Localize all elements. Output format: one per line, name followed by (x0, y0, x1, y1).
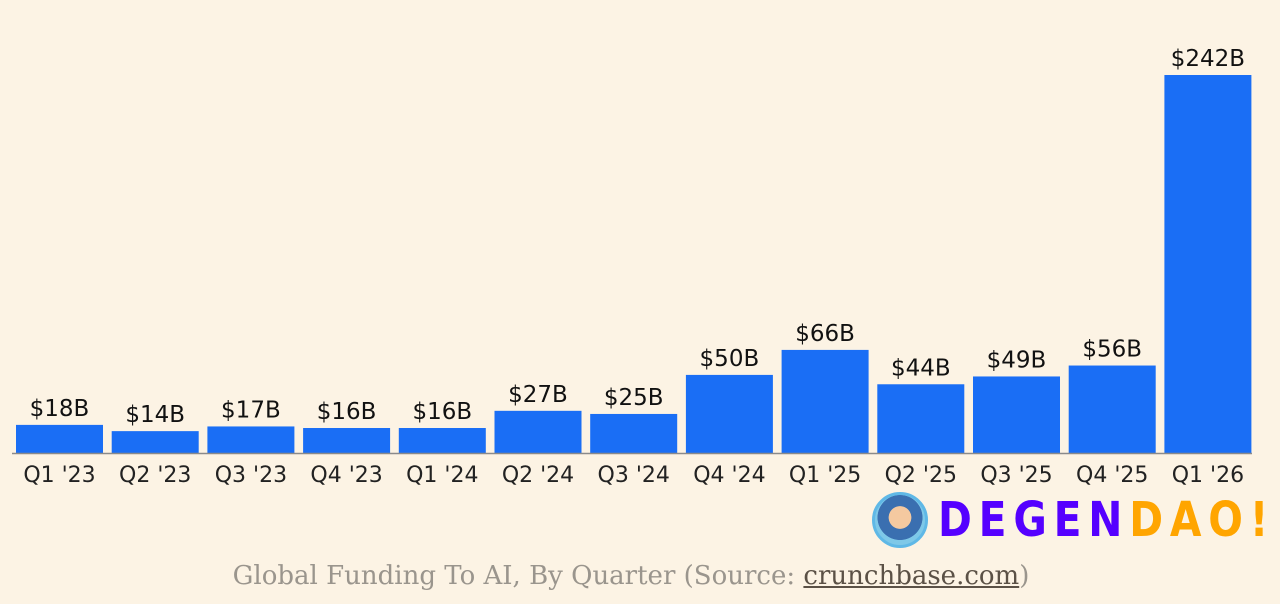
data-label: $27B (508, 382, 568, 408)
x-tick-label: Q2 '24 (502, 463, 574, 488)
x-tick-label: Q1 '24 (406, 463, 478, 488)
x-tick-label: Q2 '25 (885, 463, 957, 488)
x-tick-label: Q1 '26 (1172, 463, 1244, 488)
x-tick-label: Q3 '24 (598, 463, 670, 488)
x-tick-label: Q4 '25 (1076, 463, 1148, 488)
x-tick-label: Q2 '23 (119, 463, 191, 488)
caption-prefix: Global Funding To AI, By Quarter (Source… (232, 561, 804, 591)
bar (398, 428, 486, 453)
x-tick-label: Q3 '23 (215, 463, 287, 488)
bar (781, 349, 869, 453)
bar (877, 384, 965, 453)
mascot-avatar (872, 492, 928, 548)
data-label: $16B (317, 399, 377, 425)
bar (16, 424, 103, 453)
bar (590, 413, 678, 453)
chart-caption: Global Funding To AI, By Quarter (Source… (0, 560, 1262, 592)
bar (1068, 365, 1156, 453)
data-label: $242B (1171, 46, 1245, 72)
bar (685, 374, 773, 453)
x-tick-label: Q4 '24 (693, 463, 765, 488)
bar-chart: $18B Q1 '23 $14B Q2 '23 $17B Q3 '23 $16B Q4 '23… (12, 46, 1252, 488)
bar (111, 431, 199, 453)
caption-suffix: ) (1019, 561, 1030, 591)
x-tick-label: Q1 '23 (23, 463, 95, 488)
data-label: $14B (125, 402, 185, 428)
data-label: $44B (891, 355, 951, 381)
data-label: $49B (987, 347, 1047, 373)
degendao-watermark: DEGENDAO! (872, 490, 1280, 550)
x-tick-label: Q1 '25 (789, 463, 861, 488)
x-tick-label: Q3 '25 (980, 463, 1052, 488)
data-label: $25B (604, 385, 664, 411)
data-label: $50B (700, 346, 760, 372)
data-label: $17B (221, 397, 281, 423)
bar (303, 428, 391, 453)
data-label: $18B (30, 396, 90, 422)
data-label: $66B (795, 321, 855, 347)
bar (1164, 75, 1252, 453)
x-tick-label: Q4 '23 (310, 463, 382, 488)
watermark-wordmark: DEGENDAO! (938, 492, 1276, 548)
bar (207, 426, 295, 453)
data-label: $16B (412, 399, 472, 425)
source-link[interactable]: crunchbase.com (803, 561, 1020, 591)
data-label: $56B (1082, 337, 1142, 363)
bar (494, 410, 582, 453)
bar (973, 376, 1060, 453)
